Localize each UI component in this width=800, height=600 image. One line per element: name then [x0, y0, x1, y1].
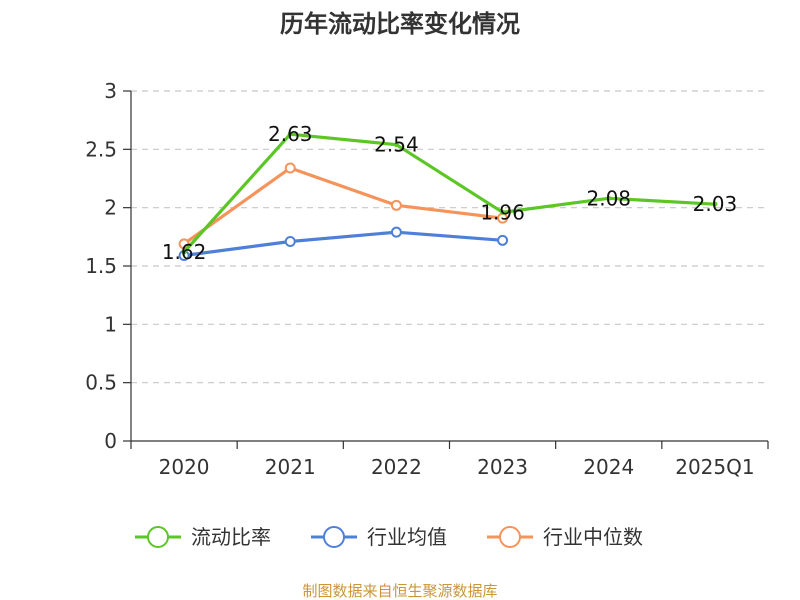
data-label: 2.54: [374, 133, 419, 157]
y-tick-label: 0: [104, 429, 117, 453]
data-point: [390, 199, 402, 211]
axes: [123, 90, 769, 449]
data-point: [284, 162, 296, 174]
chart-title: 历年流动比率变化情况: [280, 10, 520, 38]
data-point: [500, 209, 506, 215]
legend-item: 行业均值: [311, 525, 447, 549]
x-tick-label: 2024: [583, 455, 634, 479]
x-axis-ticks: 2020 2021 2022 2023 2024 2025Q1: [159, 455, 755, 479]
data-point: [712, 201, 718, 207]
y-axis-ticks: 0 0.5 1 1.5 2 2.5 3: [85, 79, 117, 453]
series-layer: [178, 131, 718, 261]
series-line: [182, 132, 717, 254]
legend-marker: [323, 526, 345, 548]
data-point: [606, 195, 612, 201]
x-tick-label: 2021: [265, 455, 316, 479]
legend-label: 行业均值: [367, 525, 447, 549]
legend-item: 行业中位数: [487, 525, 643, 549]
series-line: [182, 166, 505, 246]
data-point: [393, 142, 399, 148]
legend-marker: [499, 526, 521, 548]
series-0: [181, 131, 718, 255]
legend-label: 流动比率: [191, 525, 271, 549]
data-label: 2.03: [693, 192, 738, 216]
y-tick-label: 0.5: [85, 371, 117, 395]
legend-marker: [147, 526, 169, 548]
y-tick-label: 2: [104, 196, 117, 220]
legend: 流动比率 行业均值 行业中位数: [135, 525, 643, 549]
data-label: 1.96: [480, 200, 525, 224]
data-point: [178, 238, 190, 250]
data-label: 2.08: [586, 186, 631, 210]
data-point: [287, 131, 293, 137]
series-1: [178, 226, 509, 261]
y-tick-label: 2.5: [85, 137, 117, 161]
source-footer: 制图数据来自恒生聚源数据库: [302, 582, 497, 600]
data-point: [390, 226, 402, 238]
grid-lines: [131, 90, 768, 384]
data-point: [284, 236, 296, 247]
x-tick-label: 2025Q1: [675, 455, 754, 479]
data-point: [497, 234, 509, 246]
x-tick-label: 2022: [371, 455, 422, 479]
data-point: [181, 249, 187, 255]
y-tick-label: 1: [104, 312, 117, 336]
data-labels: 1.62 2.63 2.54 1.96 2.08 2.03: [162, 122, 737, 264]
data-label: 1.62: [162, 240, 207, 264]
y-tick-label: 3: [104, 79, 117, 103]
data-label: 2.63: [268, 122, 313, 146]
y-tick-label: 1.5: [85, 254, 117, 278]
legend-item: 流动比率: [135, 525, 271, 549]
series-line: [182, 230, 505, 258]
x-tick-label: 2020: [159, 455, 210, 479]
legend-label: 行业中位数: [543, 525, 643, 549]
x-tick-label: 2023: [477, 455, 528, 479]
